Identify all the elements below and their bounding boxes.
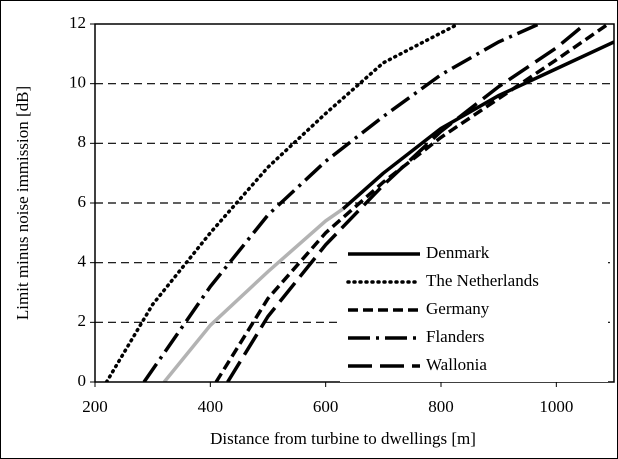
y-tick-label: 10 <box>69 73 86 92</box>
x-tick-label: 400 <box>198 397 224 416</box>
y-tick-label: 0 <box>78 371 87 390</box>
series-line <box>104 24 461 382</box>
series-line <box>142 24 540 382</box>
series-line <box>341 40 614 211</box>
y-tick-label: 4 <box>78 252 87 271</box>
x-tick-label: 1000 <box>539 397 573 416</box>
series-line <box>226 24 587 382</box>
legend-label: Wallonia <box>426 355 487 374</box>
x-tick-label: 200 <box>82 397 108 416</box>
x-tick-label: 600 <box>313 397 339 416</box>
x-axis-label: Distance from turbine to dwellings [m] <box>210 429 476 448</box>
y-axis-label: Limit minus noise immission [dB] <box>13 86 32 320</box>
legend-label: Denmark <box>426 243 490 262</box>
y-tick-label: 12 <box>69 13 86 32</box>
series-line <box>214 24 610 382</box>
series-line <box>162 207 344 382</box>
y-tick-label: 6 <box>78 192 87 211</box>
x-tick-label: 800 <box>428 397 454 416</box>
legend-label: Flanders <box>426 327 485 346</box>
legend-label: The Netherlands <box>426 271 539 290</box>
legend-label: Germany <box>426 299 490 318</box>
y-tick-label: 2 <box>78 311 87 330</box>
y-tick-label: 8 <box>78 132 87 151</box>
